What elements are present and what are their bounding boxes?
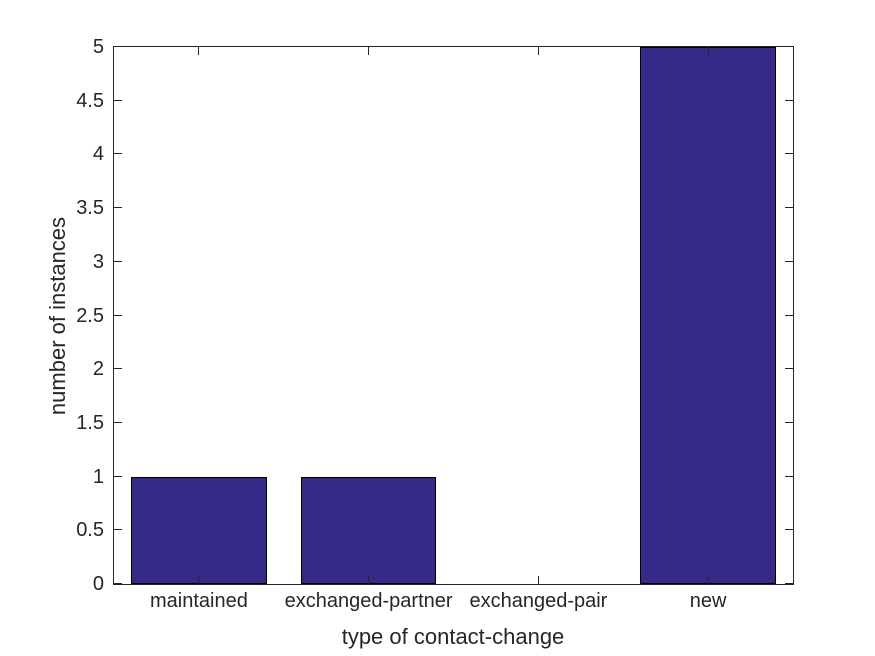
- y-tick-mark-mirror: [785, 529, 793, 531]
- x-tick-label-maintained: maintained: [149, 590, 248, 612]
- y-tick-mark: [114, 314, 122, 316]
- x-tick-label-new: new: [689, 590, 727, 612]
- y-tick-mark: [114, 99, 122, 101]
- y-tick-mark: [114, 529, 122, 531]
- y-tick-label: 1: [92, 465, 104, 488]
- y-tick-label: 4: [92, 143, 104, 166]
- y-tick-label: 2.5: [76, 304, 104, 327]
- ticks-layer: [114, 46, 793, 584]
- y-tick-label: 3.5: [76, 197, 104, 220]
- x-tick-mark: [707, 576, 709, 584]
- y-tick-mark-mirror: [785, 368, 793, 370]
- y-tick-label: 0: [92, 573, 104, 595]
- y-tick-mark: [114, 475, 122, 477]
- y-tick-mark: [114, 260, 122, 262]
- y-tick-label: 0.5: [76, 519, 104, 542]
- y-axis-label: number of instances: [45, 216, 70, 416]
- y-tick-mark-mirror: [785, 260, 793, 262]
- y-tick-mark: [114, 583, 122, 584]
- x-tick-mark-mirror: [368, 47, 370, 55]
- y-tick-mark: [114, 46, 122, 47]
- y-tick-label: 1.5: [76, 411, 104, 434]
- y-tick-mark-mirror: [785, 421, 793, 423]
- x-axis-label: type of contact-change: [341, 624, 565, 649]
- x-tick-mark-mirror: [707, 47, 709, 55]
- y-tick-mark: [114, 153, 122, 155]
- y-tick-mark: [114, 368, 122, 370]
- bar-maintained: [131, 476, 267, 584]
- y-tick-mark-mirror: [785, 207, 793, 209]
- x-tick-mark-mirror: [198, 47, 200, 55]
- x-tick-mark: [537, 576, 539, 584]
- x-tick-mark: [198, 576, 200, 584]
- x-tick-label-exchanged-pair: exchanged-pair: [469, 590, 608, 612]
- y-tick-mark-mirror: [785, 46, 793, 47]
- plot-area: [113, 46, 794, 585]
- x-tick-label-exchanged-partner: exchanged-partner: [284, 590, 453, 612]
- y-tick-label: 2: [92, 358, 104, 381]
- x-tick-mark-mirror: [537, 47, 539, 55]
- y-tick-mark: [114, 207, 122, 209]
- y-tick-mark-mirror: [785, 99, 793, 101]
- y-tick-mark-mirror: [785, 475, 793, 477]
- y-tick-mark: [114, 421, 122, 423]
- y-tick-mark-mirror: [785, 314, 793, 316]
- y-tick-label: 4.5: [76, 89, 104, 112]
- y-tick-mark-mirror: [785, 153, 793, 155]
- y-tick-mark-mirror: [785, 583, 793, 584]
- bar-exchanged-partner: [300, 476, 437, 584]
- y-tick-label: 3: [92, 250, 104, 273]
- y-tick-label: 5: [92, 36, 104, 58]
- x-tick-mark: [368, 576, 370, 584]
